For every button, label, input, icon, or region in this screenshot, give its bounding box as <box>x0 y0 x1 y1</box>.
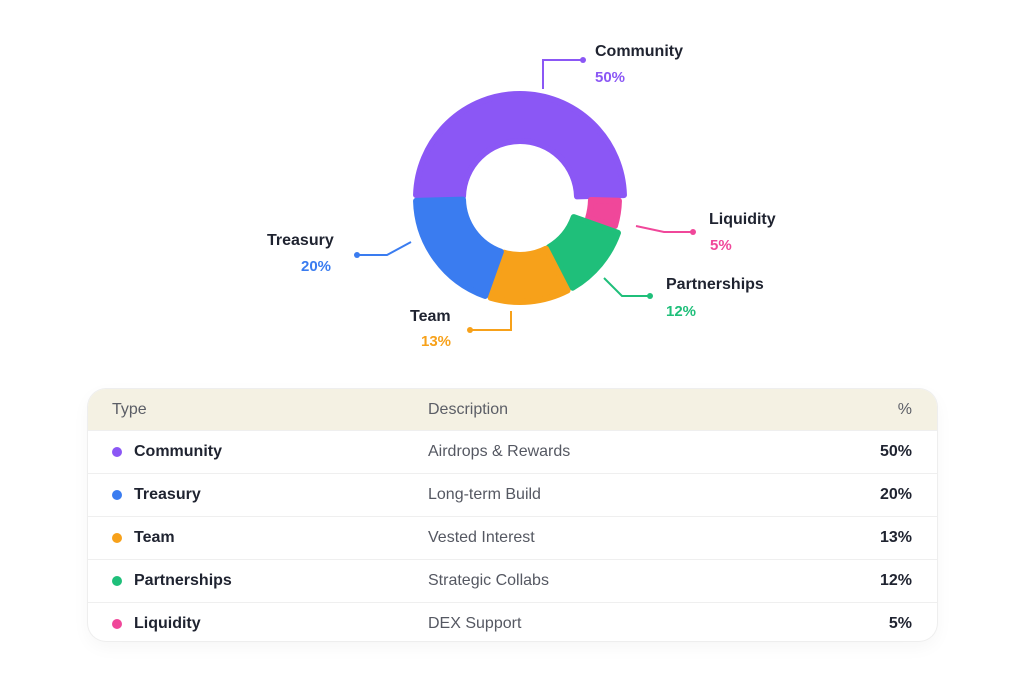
leader-dot-treasury <box>354 252 360 258</box>
row-description: Long-term Build <box>428 486 541 503</box>
leader-dot-partnerships <box>647 293 653 299</box>
callout-label-liquidity: Liquidity <box>709 211 776 228</box>
leader-line-team <box>470 311 512 331</box>
row-percent: 13% <box>879 529 912 546</box>
callout-value-community: 50% <box>595 69 626 86</box>
callout-label-partnerships: Partnerships <box>666 276 764 293</box>
leader-dot-team <box>467 327 473 333</box>
leader-line-liquidity <box>635 225 693 233</box>
leader-line-community <box>542 59 583 89</box>
row-type: Liquidity <box>134 615 201 632</box>
row-color-dot <box>112 533 122 543</box>
row-percent: 12% <box>879 572 912 589</box>
row-percent: 5% <box>888 615 912 632</box>
table-header: Type Description % <box>88 389 937 430</box>
table-row: Treasury Long-term Build 20% <box>88 473 937 516</box>
row-type: Treasury <box>134 486 201 503</box>
callout-value-team: 13% <box>421 333 452 350</box>
donut-slice-partnerships <box>545 214 621 291</box>
table-row: Team Vested Interest 13% <box>88 516 937 559</box>
table-row: Community Airdrops & Rewards 50% <box>88 430 937 473</box>
callout-value-treasury: 20% <box>301 258 332 275</box>
row-description: DEX Support <box>428 615 522 632</box>
header-percent: % <box>897 400 912 418</box>
header-type: Type <box>112 400 147 418</box>
callout-label-community: Community <box>595 43 683 60</box>
leader-line-partnerships <box>603 277 650 297</box>
donut-slice-treasury <box>413 196 504 299</box>
row-type: Team <box>134 529 175 546</box>
row-percent: 20% <box>879 486 912 503</box>
leader-dot-liquidity <box>690 229 696 235</box>
donut-slice-liquidity <box>585 196 622 229</box>
table-row: Partnerships Strategic Collabs 12% <box>88 559 937 602</box>
callout-label-treasury: Treasury <box>267 232 334 249</box>
row-color-dot <box>112 447 122 457</box>
row-description: Airdrops & Rewards <box>428 443 571 460</box>
row-color-dot <box>112 490 122 500</box>
donut-svg <box>354 57 696 333</box>
callout-label-team: Team <box>410 308 451 325</box>
donut-chart: Community 50% Liquidity 5% Partnerships … <box>267 43 776 350</box>
leader-dot-community <box>580 57 586 63</box>
row-type: Partnerships <box>134 572 232 589</box>
row-color-dot <box>112 619 122 629</box>
table-row: Liquidity DEX Support 5% <box>88 602 937 641</box>
leader-line-treasury <box>357 241 412 256</box>
row-type: Community <box>134 443 222 460</box>
donut-slice-team <box>487 245 571 305</box>
donut-slice-community <box>413 91 627 200</box>
allocation-table: Type Description % Community Airdrops & … <box>88 389 937 641</box>
callout-value-liquidity: 5% <box>710 237 732 254</box>
callout-value-partnerships: 12% <box>666 303 697 320</box>
row-description: Vested Interest <box>428 529 535 546</box>
row-description: Strategic Collabs <box>428 572 549 589</box>
header-description: Description <box>428 400 509 418</box>
row-percent: 50% <box>879 443 912 460</box>
row-color-dot <box>112 576 122 586</box>
